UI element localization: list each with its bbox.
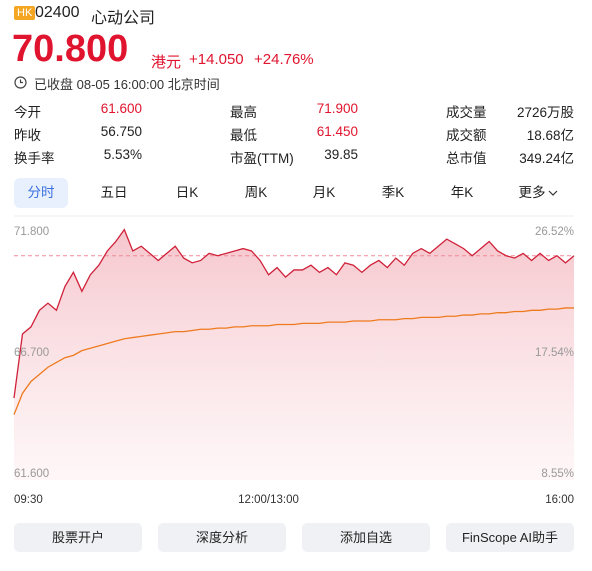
action-button[interactable]: 股票开户 xyxy=(14,523,142,552)
market-status: 已收盘 08-05 16:00:00 北京时间 xyxy=(34,77,220,92)
stock-name: 心动公司 xyxy=(91,10,156,27)
action-button[interactable]: 添加自选 xyxy=(302,523,430,552)
y-tick-label: 61.600 xyxy=(14,468,49,480)
tab[interactable]: 周K xyxy=(244,185,268,200)
average-line xyxy=(13,307,574,415)
stat-value: 71.900 xyxy=(316,101,358,116)
x-tick-label: 16:00 xyxy=(545,494,574,506)
stat-value: 39.85 xyxy=(324,147,358,162)
chart: 61.600 66.700 71.800 8.55% 17.54% 26.52% 09:30… xyxy=(13,215,575,506)
chevron-icon xyxy=(548,190,557,196)
stat-value: 56.750 xyxy=(100,124,142,139)
tab[interactable]: 年K xyxy=(450,185,474,200)
change: +14.050 xyxy=(189,51,244,68)
y-tick-label: 66.700 xyxy=(14,347,49,359)
x-tick-label: 09:30 xyxy=(14,494,43,506)
stat-label: 最高 xyxy=(230,105,257,120)
price: 70.800 xyxy=(12,28,129,70)
stat-value: 61.450 xyxy=(316,124,358,139)
tab[interactable]: 月K xyxy=(312,185,336,200)
price-area xyxy=(14,229,574,480)
stat-label: 市盈(TTM) xyxy=(230,151,294,166)
currency: 港元 xyxy=(151,54,182,71)
stat-label: 最低 xyxy=(230,128,257,143)
stat-value: 5.53% xyxy=(103,147,142,162)
stock-code: 02400 xyxy=(35,4,80,21)
tab[interactable]: 更多 xyxy=(511,178,565,208)
tab[interactable]: 日K xyxy=(175,185,199,200)
stat-label: 成交额 xyxy=(446,128,487,143)
x-tick-label: 12:00/13:00 xyxy=(238,494,299,506)
tab[interactable]: 分时 xyxy=(14,178,68,208)
clock-icon xyxy=(14,76,27,89)
price-line xyxy=(13,228,575,399)
action-button[interactable]: FinScope AI助手 xyxy=(446,523,574,552)
action-button[interactable]: 深度分析 xyxy=(158,523,286,552)
y-tick-label: 71.800 xyxy=(14,226,49,238)
stat-label: 总市值 xyxy=(446,151,487,166)
stat-label: 换手率 xyxy=(14,151,55,166)
stat-label: 昨收 xyxy=(14,128,41,143)
stat-value: 2726万股 xyxy=(516,105,574,120)
market-badge: HK xyxy=(14,6,36,20)
y2-tick-label: 26.52% xyxy=(535,226,574,238)
tab[interactable]: 五日 xyxy=(100,185,128,200)
stat-value: 18.68亿 xyxy=(526,128,574,143)
tab[interactable]: 季K xyxy=(381,185,405,200)
stat-value: 61.600 xyxy=(100,101,142,116)
stat-label: 成交量 xyxy=(446,105,487,120)
stat-label: 今开 xyxy=(14,105,41,120)
y2-tick-label: 17.54% xyxy=(535,347,574,359)
stat-value: 349.24亿 xyxy=(519,151,574,166)
y2-tick-label: 8.55% xyxy=(541,468,574,480)
change-pct: +24.76% xyxy=(254,51,314,68)
